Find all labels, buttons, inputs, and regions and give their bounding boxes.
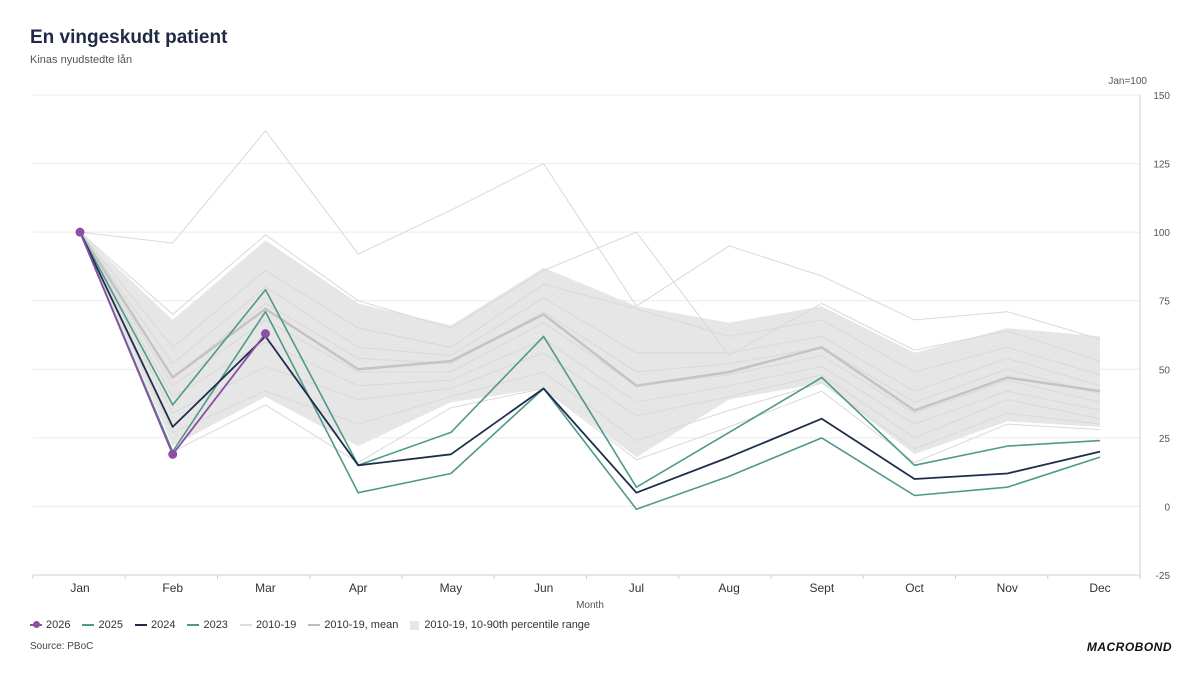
series-point-2026 bbox=[75, 227, 85, 237]
x-tick-label: Apr bbox=[349, 581, 368, 595]
legend-item: 2024 bbox=[134, 619, 176, 631]
x-tick-label: Feb bbox=[162, 581, 183, 595]
y-tick-label: -25 bbox=[1156, 571, 1171, 582]
history-line-2010-19 bbox=[79, 231, 1101, 376]
series-line-2010-19-mean bbox=[78, 231, 1101, 412]
legend-swatch bbox=[410, 620, 420, 630]
x-tick-label: Mar bbox=[255, 581, 276, 595]
series-line-2024 bbox=[79, 231, 1101, 494]
legend-swatch bbox=[134, 624, 147, 626]
y-tick-label: 25 bbox=[1159, 434, 1171, 445]
legend-swatch bbox=[187, 624, 200, 626]
legend-swatch bbox=[82, 624, 95, 626]
y-unit-label: Jan=100 bbox=[1108, 76, 1147, 87]
y-tick-label: 150 bbox=[1153, 91, 1170, 102]
legend-item: 2010-19, 10-90th percentile range bbox=[410, 619, 590, 631]
x-tick-label: Jul bbox=[629, 581, 644, 595]
x-tick-label: Dec bbox=[1089, 581, 1110, 595]
x-tick-label: May bbox=[440, 581, 463, 595]
history-line-2010-19 bbox=[79, 129, 1101, 340]
legend-label: 2023 bbox=[203, 619, 228, 631]
history-line-2010-19 bbox=[79, 231, 1101, 414]
x-tick-label: Jan bbox=[70, 581, 89, 595]
legend-item: 2025 bbox=[82, 619, 123, 631]
percentile-band bbox=[80, 232, 1100, 458]
history-line-2010-19 bbox=[79, 231, 1101, 362]
history-line-2010-19 bbox=[79, 231, 1101, 464]
series-line-2025 bbox=[79, 231, 1101, 511]
series-line-2023 bbox=[79, 231, 1101, 489]
legend-label: 2025 bbox=[98, 619, 123, 631]
chart-subtitle: Kinas nyudstedte lån bbox=[30, 54, 133, 66]
x-tick-label: Nov bbox=[997, 581, 1018, 595]
history-line-2010-19 bbox=[79, 231, 1101, 450]
legend-label: 2010-19, mean bbox=[324, 619, 399, 631]
series-point-2026 bbox=[260, 329, 270, 339]
y-tick-label: 100 bbox=[1153, 228, 1170, 239]
legend-label: 2010-19, 10-90th percentile range bbox=[424, 619, 591, 631]
history-line-2010-19 bbox=[79, 231, 1101, 392]
y-tick-label: 75 bbox=[1159, 297, 1171, 308]
y-tick-label: 50 bbox=[1159, 365, 1171, 376]
legend-item: 2010-19 bbox=[239, 619, 297, 631]
history-line-2010-19 bbox=[79, 231, 1101, 403]
y-tick-label: 0 bbox=[1164, 502, 1170, 513]
legend-label: 2010-19 bbox=[255, 619, 297, 631]
legend-item: 2026 bbox=[30, 619, 70, 631]
x-tick-label: Oct bbox=[905, 581, 924, 595]
legend-swatch bbox=[239, 624, 252, 626]
x-tick-label: Aug bbox=[718, 581, 739, 595]
x-tick-label: Jun bbox=[534, 581, 553, 595]
series-point-2026 bbox=[168, 449, 178, 459]
history-line-2010-19 bbox=[79, 231, 1101, 439]
chart-legend: 2026 2025 2024 2023 2010-19 2010-19, mean 2010… bbox=[30, 619, 602, 631]
legend-swatch bbox=[30, 621, 42, 628]
macrobond-logo: MACROBOND bbox=[1086, 640, 1172, 654]
y-tick-label: 125 bbox=[1153, 160, 1170, 171]
source-note: Source: PBoC bbox=[30, 641, 94, 652]
legend-swatch bbox=[308, 624, 321, 626]
x-axis-label: Month bbox=[576, 600, 604, 611]
chart-title: En vingeskudt patient bbox=[30, 27, 228, 48]
x-tick-label: Sept bbox=[809, 581, 834, 595]
legend-label: 2026 bbox=[46, 619, 71, 631]
legend-item: 2023 bbox=[187, 619, 228, 631]
legend-item: 2010-19, mean bbox=[308, 619, 398, 631]
legend-label: 2024 bbox=[150, 619, 176, 631]
